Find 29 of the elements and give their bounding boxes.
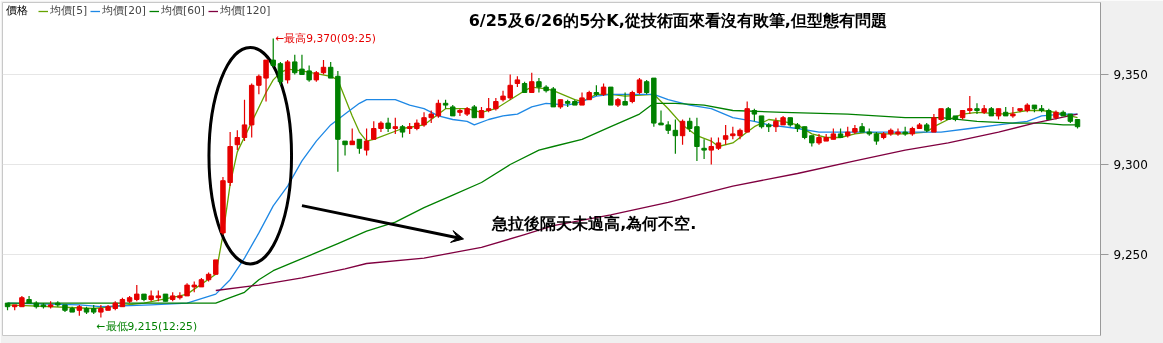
candlestick: [974, 102, 980, 115]
candlestick: [536, 77, 542, 94]
candlestick: [701, 138, 707, 160]
legend-label: 均價[120]: [219, 4, 271, 18]
legend-label: 均價[60]: [160, 4, 205, 18]
candlestick: [277, 61, 284, 86]
candlestick: [529, 72, 535, 94]
candlestick: [1010, 106, 1016, 119]
text: 6/25及6/26的5分K,從技術面來看沒有敗筆,但型態有問題: [468, 11, 887, 31]
candlestick: [270, 37, 276, 68]
candlestick: [234, 129, 241, 151]
candlestick: [241, 99, 248, 142]
y-tick-label: 9,250: [1113, 248, 1148, 262]
legend-label: 均價[5]: [50, 4, 88, 18]
candlestick: [342, 140, 348, 157]
candlestick: [363, 127, 370, 157]
legend-title: 價格: [5, 3, 28, 17]
candlestick: [658, 109, 664, 126]
candlestick: [679, 118, 686, 146]
annotation: ←最高9,370(09:25): [275, 32, 376, 45]
candlestick: [722, 124, 729, 146]
line-series: [215, 113, 1079, 292]
y-tick-label: 9,300: [1113, 158, 1148, 172]
candlestick: [622, 91, 628, 106]
legend-label: 均價[20]: [102, 4, 146, 18]
annotation: ←最低9,215(12:25): [96, 319, 198, 333]
candlestick: [284, 59, 291, 85]
candlestick: [708, 136, 715, 166]
y-tick-label: 9,350: [1113, 68, 1148, 82]
